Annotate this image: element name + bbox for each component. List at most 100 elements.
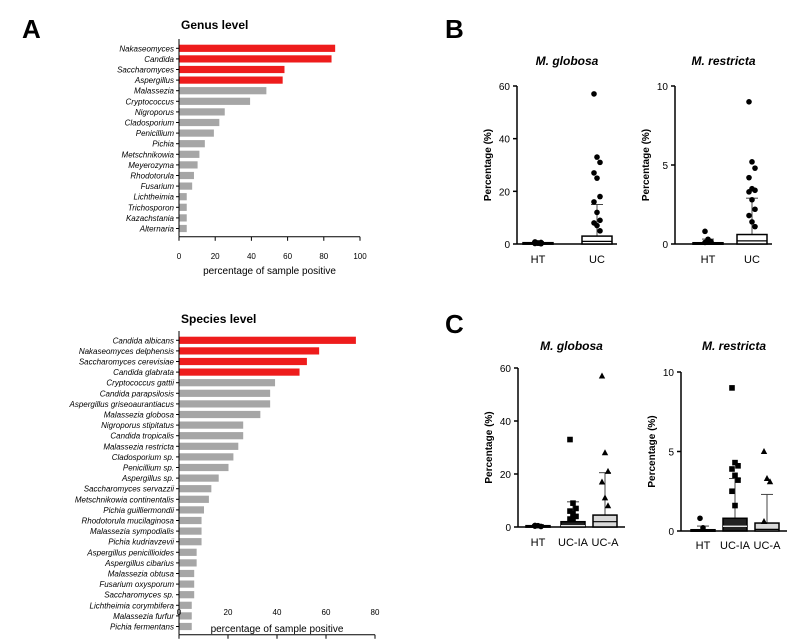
species-category-label: Malassezia sympodialis xyxy=(90,527,174,536)
b-globosa-data-point xyxy=(597,228,603,234)
b-globosa-data-point xyxy=(591,170,597,176)
b-globosa-data-point xyxy=(591,91,597,97)
c-globosa-data-point xyxy=(573,513,579,520)
c-restricta-data-point xyxy=(732,472,738,479)
c-restricta-data-point xyxy=(729,385,735,391)
genus-bar xyxy=(179,108,225,116)
species-category-label: Candida albicans xyxy=(113,336,174,345)
b-globosa-data-point xyxy=(597,159,603,166)
species-bar xyxy=(179,612,192,620)
c-globosa-group-label: HT xyxy=(531,537,546,549)
species-category-label: Candida tropicalis xyxy=(110,432,174,441)
species-category-label: Malassezia obtusa xyxy=(108,570,175,579)
c-globosa-box xyxy=(592,514,618,528)
c-restricta-data-point xyxy=(729,466,735,472)
c-globosa-group-label: UC-IA xyxy=(558,537,589,549)
species-x-tick-label: 0 xyxy=(177,608,182,617)
genus-x-tick-label: 100 xyxy=(353,252,367,261)
species-category-label: Malassezia globosa xyxy=(104,411,175,420)
b-restricta-y-tick-label: 10 xyxy=(657,82,669,93)
genus-bar-chart: Genus level Nakaseomyces Candida Saccharomy… xyxy=(117,18,367,277)
c-restricta-data-point xyxy=(729,488,735,495)
c-restricta-data-point xyxy=(700,525,706,531)
genus-bar xyxy=(179,171,194,180)
c-globosa-y-tick-label: 60 xyxy=(500,364,512,375)
b-globosa-data-point xyxy=(594,154,600,160)
species-category-label: Candida glabrata xyxy=(113,368,174,377)
genus-bar xyxy=(179,203,187,211)
b-restricta-y-tick-label: 5 xyxy=(662,161,668,172)
genus-category-label: Pichia xyxy=(152,140,174,149)
genus-bar xyxy=(179,193,187,201)
genus-category-label: Cladosporium xyxy=(125,119,175,128)
genus-category-label: Candida xyxy=(144,55,174,64)
genus-bar xyxy=(179,44,336,52)
panel-letter-c: C xyxy=(445,309,464,339)
c-globosa-data-point xyxy=(538,523,544,530)
genus-bar xyxy=(179,55,332,63)
genus-category-label: Metschnikowia xyxy=(122,150,175,159)
species-bar xyxy=(179,453,234,461)
species-category-label: Fusarium oxysporum xyxy=(99,580,174,589)
species-x-tick-label: 20 xyxy=(224,608,233,617)
c-restricta-group-label: UC-IA xyxy=(720,540,751,552)
c-restricta-data-point xyxy=(766,478,774,485)
genus-category-label: Nigroporus xyxy=(135,108,174,117)
b-restricta-data-point xyxy=(705,236,711,243)
c-globosa-y-axis-label: Percentage (%) xyxy=(484,411,495,483)
c-restricta-data-point xyxy=(760,448,768,454)
b-globosa-box xyxy=(581,235,613,245)
b-restricta-data-point xyxy=(749,159,755,165)
c-globosa-data-point xyxy=(604,502,612,509)
c-restricta-data-point xyxy=(760,517,768,524)
species-bar xyxy=(179,347,320,355)
c-globosa-data-point xyxy=(598,478,606,485)
b-restricta-box xyxy=(736,233,768,245)
species-bar xyxy=(179,432,244,440)
b-restricta-data-point xyxy=(746,189,752,195)
b-restricta-data-point xyxy=(752,187,758,194)
c-globosa-data-point xyxy=(567,516,573,522)
species-bar xyxy=(179,538,202,546)
species-category-label: Malassezia furfur xyxy=(113,612,174,621)
b-globosa-data-point xyxy=(532,239,538,246)
species-category-label: Cladosporium sp. xyxy=(112,453,174,462)
genus-x-tick-label: 0 xyxy=(177,252,182,261)
b-globosa-y-tick-label: 0 xyxy=(504,240,510,251)
species-category-label: Candida parapsilosis xyxy=(100,389,174,398)
c-restricta-y-tick-label: 0 xyxy=(668,527,674,538)
species-bar xyxy=(179,622,192,631)
genus-bar xyxy=(179,129,214,137)
c-globosa-box-plot: M. globosa 0 20 40 60 Percentage (%) HT UC-IA UC… xyxy=(484,339,625,549)
c-globosa-y-tick-label: 0 xyxy=(505,523,511,534)
genus-category-label: Trichosporon xyxy=(128,203,175,212)
genus-category-label: Aspergillus xyxy=(134,76,174,85)
species-bar-chart: Species level Candida albicans Nakaseomyce… xyxy=(69,312,380,639)
genus-bar xyxy=(179,140,205,148)
b-restricta-data-point xyxy=(746,99,752,105)
genus-category-label: Penicillium xyxy=(136,129,175,138)
b-restricta-group-label: HT xyxy=(701,254,716,266)
b-restricta-group-label: UC xyxy=(744,254,760,266)
b-restricta-data-point xyxy=(702,228,708,235)
b-restricta-data-point xyxy=(746,212,752,219)
c-globosa-data-point xyxy=(567,436,573,443)
c-restricta-group-label: UC-A xyxy=(754,540,782,552)
c-restricta-data-point xyxy=(732,459,738,466)
c-restricta-y-tick-label: 10 xyxy=(663,368,675,379)
species-bar xyxy=(179,442,239,450)
species-bar xyxy=(179,569,195,578)
genus-chart-title: Genus level xyxy=(181,18,248,32)
c-restricta-data-point xyxy=(763,475,771,482)
b-globosa-y-axis-label: Percentage (%) xyxy=(483,129,494,201)
genus-bar xyxy=(179,118,220,127)
c-globosa-title: M. globosa xyxy=(540,339,603,353)
b-globosa-data-point xyxy=(597,193,603,200)
species-category-label: Aspergillus penicillioides xyxy=(86,548,174,557)
genus-category-label: Meyerozyma xyxy=(128,161,174,170)
genus-bar xyxy=(179,224,187,233)
species-category-label: Lichtheimia corymbifera xyxy=(90,601,175,610)
c-globosa-data-point xyxy=(598,372,606,379)
genus-x-tick-label: 40 xyxy=(247,252,256,261)
